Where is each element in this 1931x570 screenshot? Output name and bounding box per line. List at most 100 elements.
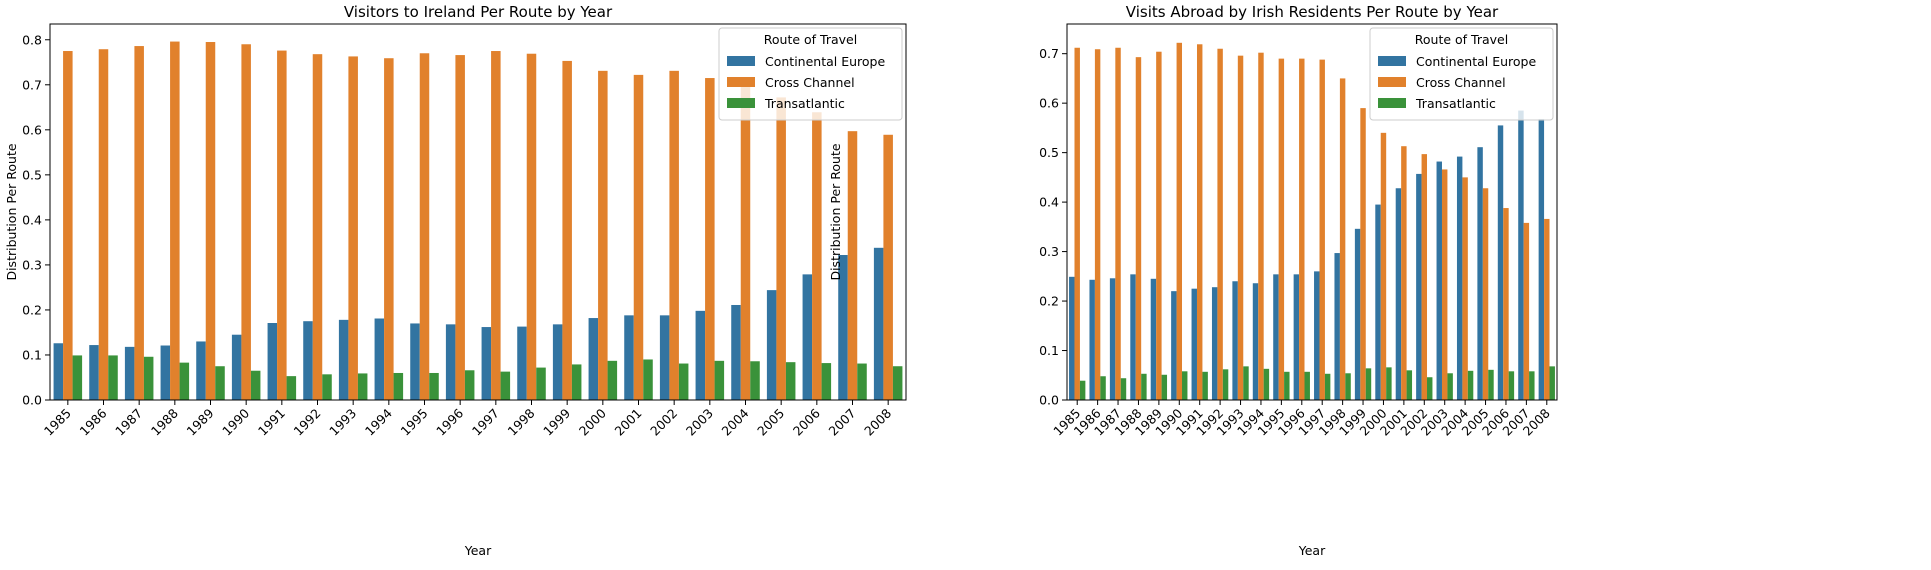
bar-cross-channel-1987	[1115, 47, 1121, 400]
bar-cross-channel-1996	[1299, 58, 1305, 400]
bar-cross-channel-2000	[598, 70, 608, 400]
bar-continental-europe-2005	[766, 290, 777, 400]
x-axis-label: Year	[1298, 543, 1326, 558]
y-tick-label: 0.1	[1039, 343, 1059, 358]
bar-continental-europe-2007	[838, 255, 848, 400]
bar-transatlantic-2007	[1529, 371, 1535, 400]
bar-cross-channel-1987	[134, 46, 144, 401]
y-tick-label: 0.3	[22, 257, 42, 272]
chart-title: Visits Abroad by Irish Residents Per Rou…	[1126, 3, 1499, 21]
bar-transatlantic-1993	[357, 373, 368, 400]
bar-continental-europe-2006	[1497, 125, 1504, 401]
bar-continental-europe-2005	[1477, 147, 1483, 400]
bar-transatlantic-2008	[1549, 366, 1555, 400]
bar-transatlantic-2000	[607, 360, 618, 400]
y-tick-label: 0.6	[1039, 96, 1059, 111]
y-tick-label: 0.4	[22, 212, 42, 227]
bar-transatlantic-1986	[108, 355, 118, 400]
bar-transatlantic-1993	[1243, 366, 1249, 400]
bar-continental-europe-1985	[1069, 276, 1075, 400]
bar-transatlantic-1997	[1324, 373, 1331, 400]
bar-continental-europe-1996	[445, 324, 456, 400]
y-tick-label: 0.7	[1039, 46, 1059, 61]
bar-continental-europe-2008	[873, 247, 884, 400]
legend-title: Route of Travel	[764, 32, 857, 47]
bar-transatlantic-1990	[1182, 371, 1188, 400]
y-tick-label: 0.0	[22, 393, 42, 408]
bar-cross-channel-1985	[63, 51, 73, 401]
bar-transatlantic-2003	[714, 360, 725, 400]
bar-cross-channel-1988	[170, 41, 180, 401]
y-tick-label: 0.1	[22, 347, 42, 362]
bar-cross-channel-1999	[562, 60, 572, 401]
bar-cross-channel-2004	[740, 83, 751, 400]
x-tick-label: 2008	[861, 405, 894, 438]
bar-continental-europe-1993	[338, 319, 349, 400]
x-tick-label: 2001	[612, 406, 645, 439]
bar-cross-channel-1998	[1339, 78, 1346, 401]
x-tick-label: 1993	[326, 406, 359, 439]
legend-box	[718, 27, 903, 121]
legend-swatch	[727, 77, 755, 87]
y-axis-label: Distribution Per Route	[828, 143, 843, 280]
bar-continental-europe-1995	[1273, 274, 1279, 400]
x-tick-label: 1996	[433, 405, 466, 438]
bar-transatlantic-1989	[1161, 374, 1168, 400]
legend-label: Transatlantic	[1415, 96, 1496, 111]
bar-cross-channel-1995	[1278, 58, 1285, 400]
bar-transatlantic-2002	[1427, 377, 1433, 400]
bar-transatlantic-1991	[1202, 371, 1208, 400]
bar-cross-channel-2008	[883, 134, 893, 400]
bar-transatlantic-2002	[678, 363, 689, 400]
bar-cross-channel-1992	[312, 54, 323, 401]
bar-transatlantic-1994	[1263, 368, 1270, 400]
y-ticks: 0.0 0.1 0.2 0.3 0.4 0.5 0.6 0.7 0.8	[22, 32, 50, 408]
bar-continental-europe-1997	[481, 327, 492, 400]
bar-continental-europe-1987	[124, 346, 135, 400]
bar-continental-europe-2003	[695, 310, 706, 400]
bar-cross-channel-2006	[812, 112, 822, 400]
bar-transatlantic-1995	[1284, 371, 1290, 400]
bars-group	[53, 41, 903, 401]
bar-continental-europe-2006	[802, 274, 813, 400]
bar-cross-channel-1993	[348, 56, 358, 401]
bar-cross-channel-2003	[1441, 169, 1448, 400]
bar-cross-channel-2005	[776, 97, 786, 401]
y-tick-label: 0.6	[22, 122, 42, 137]
legend-swatch	[1378, 56, 1406, 66]
bar-cross-channel-2000	[1380, 132, 1387, 400]
bar-transatlantic-1986	[1100, 376, 1106, 400]
bar-continental-europe-1998	[517, 326, 527, 400]
bar-continental-europe-1987	[1109, 278, 1116, 400]
legend-swatch	[727, 98, 755, 108]
bar-cross-channel-1997	[1319, 59, 1325, 401]
bar-cross-channel-2002	[669, 70, 679, 400]
bar-continental-europe-1988	[160, 345, 171, 400]
bar-continental-europe-1994	[374, 318, 385, 400]
bar-continental-europe-2002	[1416, 173, 1422, 400]
bar-continental-europe-1989	[196, 341, 206, 400]
bar-continental-europe-1989	[1150, 278, 1157, 400]
bar-continental-europe-1991	[1191, 288, 1197, 400]
bar-continental-europe-1990	[231, 334, 242, 400]
bar-transatlantic-1997	[500, 371, 511, 400]
bar-cross-channel-2007	[847, 131, 858, 401]
legend-swatch	[1378, 77, 1406, 87]
bar-transatlantic-1989	[215, 366, 225, 400]
x-ticks: 1985198619871988198919901991199219931994…	[1050, 400, 1553, 439]
bar-cross-channel-1998	[526, 53, 537, 400]
x-tick-label: 2000	[576, 405, 609, 438]
bar-transatlantic-1988	[1141, 373, 1147, 400]
bar-cross-channel-1986	[98, 49, 109, 400]
y-tick-label: 0.2	[22, 302, 42, 317]
bar-transatlantic-1995	[429, 372, 439, 400]
bar-cross-channel-1997	[491, 51, 501, 401]
bar-cross-channel-2005	[1482, 188, 1489, 400]
legend-label: Cross Channel	[765, 75, 855, 90]
bar-continental-europe-2001	[624, 315, 634, 400]
bar-continental-europe-1986	[1089, 279, 1095, 400]
bar-continental-europe-1994	[1252, 283, 1259, 400]
